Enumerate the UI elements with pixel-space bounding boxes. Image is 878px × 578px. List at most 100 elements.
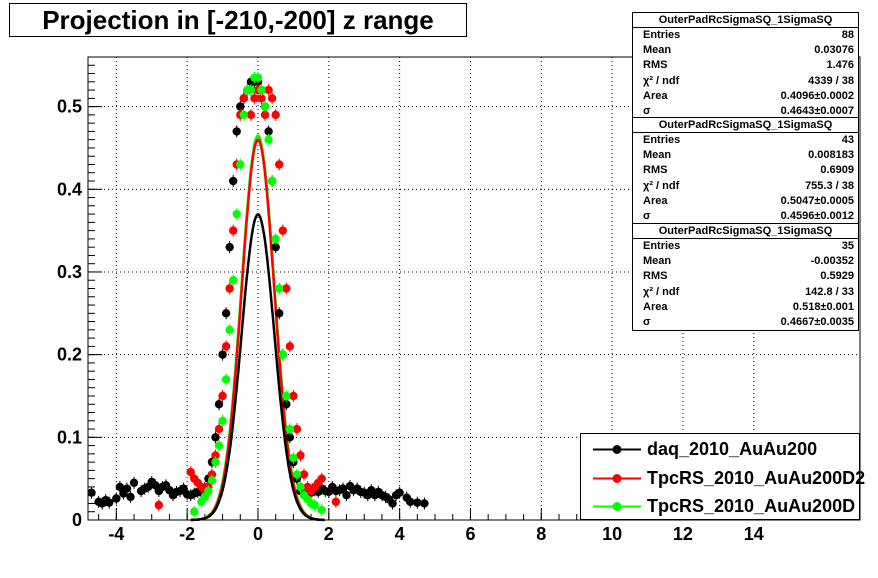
- data-point: [232, 209, 241, 219]
- legend-dot-tpcrs-d: [612, 502, 622, 511]
- x-tick-label: 0: [253, 524, 263, 544]
- stats-box-title: OuterPadRcSigmaSQ_1SigmaSQ: [633, 13, 858, 28]
- stats-row-value: 755.3 / 38: [805, 179, 854, 192]
- stats-row-label: σ: [643, 209, 651, 222]
- data-point: [214, 424, 224, 434]
- data-point: [221, 342, 231, 351]
- stats-box-title: OuterPadRcSigmaSQ_1SigmaSQ: [633, 118, 858, 133]
- stats-row-value: 0.6909: [820, 164, 854, 177]
- data-point: [225, 242, 234, 252]
- data-point: [115, 482, 125, 492]
- data-point: [282, 400, 291, 409]
- stats-row: Mean 0.03076: [633, 43, 858, 58]
- data-point: [271, 110, 280, 120]
- data-point: [218, 416, 227, 425]
- x-tick-label: -2: [179, 524, 195, 544]
- data-point: [186, 467, 195, 477]
- x-tick-label: 14: [744, 524, 764, 544]
- data-point: [257, 94, 266, 103]
- data-point: [112, 494, 121, 503]
- data-point: [154, 500, 164, 510]
- stats-row: Mean 0.008183: [633, 148, 858, 163]
- data-point: [264, 127, 273, 136]
- stats-row-value: 0.518±0.001: [792, 300, 854, 313]
- x-tick-label: 4: [395, 524, 405, 544]
- stats-row-label: RMS: [643, 270, 668, 283]
- stats-row-label: RMS: [643, 59, 668, 72]
- stats-row-value: 1.476: [826, 59, 854, 72]
- data-point: [310, 500, 319, 510]
- fit-curve: [190, 213, 325, 522]
- data-point: [211, 451, 220, 460]
- stats-row-label: σ: [643, 315, 651, 328]
- stats-row: σ 0.4596±0.0012: [633, 209, 858, 224]
- data-point: [236, 102, 245, 111]
- stats-row: Area 0.518±0.001: [633, 300, 858, 315]
- legend-entry-tpcrs-d: TpcRS_2010_AuAu200D: [581, 492, 859, 521]
- x-tick-label: 10: [602, 524, 622, 544]
- data-point: [221, 309, 231, 318]
- data-point: [317, 474, 326, 483]
- stats-row-value: 88: [841, 29, 854, 41]
- data-point: [292, 424, 302, 434]
- stats-row: RMS 0.6909: [633, 163, 858, 178]
- data-point: [214, 400, 224, 409]
- data-point: [317, 505, 326, 515]
- stats-row: χ² / ndf 755.3 / 38: [633, 179, 858, 194]
- data-point: [275, 160, 284, 169]
- data-point: [228, 276, 238, 285]
- stats-box: OuterPadRcSigmaSQ_1SigmaSQ Entries 88 Mean 0…: [632, 12, 859, 121]
- stats-row: χ² / ndf 4339 / 38: [633, 74, 858, 89]
- data-point: [105, 498, 114, 507]
- stats-row-label: Entries: [643, 29, 681, 41]
- data-point: [285, 424, 295, 434]
- legend: daq_2010_AuAu200 TpcRS_2010_AuAu200D2 Tp…: [580, 433, 865, 521]
- data-point: [275, 309, 284, 318]
- stats-row-label: Mean: [643, 44, 672, 57]
- y-tick-label: 0.3: [57, 262, 82, 282]
- y-tick-label: 0: [72, 510, 82, 530]
- stats-row: RMS 1.476: [633, 58, 858, 73]
- stats-row-value: 0.4596±0.0012: [780, 209, 854, 222]
- chart-title: Projection in [-210,-200] z range: [9, 3, 467, 37]
- data-point: [406, 497, 415, 507]
- data-point: [122, 484, 132, 493]
- data-point: [282, 284, 291, 293]
- stats-row-value: 0.4643±0.0007: [780, 104, 854, 117]
- data-point: [420, 499, 429, 508]
- legend-marker-daq: [593, 445, 641, 454]
- stats-row: Entries 35: [633, 239, 858, 254]
- stats-row-value: 0.4096±0.0002: [780, 89, 854, 102]
- data-point: [126, 492, 135, 502]
- legend-label-tpcrs-d2: TpcRS_2010_AuAu200D2: [647, 468, 866, 488]
- stats-row-label: χ² / ndf: [643, 179, 680, 192]
- legend-label-daq: daq_2010_AuAu200: [647, 439, 818, 459]
- data-point: [221, 375, 231, 384]
- stats-row-value: 35: [841, 240, 854, 252]
- x-tick-label: 12: [673, 524, 693, 544]
- stats-row: Area 0.5047±0.0005: [633, 194, 858, 209]
- stats-row-label: Mean: [643, 255, 672, 268]
- legend-dot-tpcrs-d2: [612, 474, 622, 483]
- legend-marker-tpcrs-d2: [593, 474, 641, 483]
- data-point: [204, 486, 213, 496]
- data-point: [207, 476, 217, 485]
- data-point: [285, 342, 295, 351]
- stats-row-label: Area: [643, 194, 668, 207]
- data-point: [190, 507, 199, 516]
- legend-marker-tpcrs-d: [593, 502, 641, 511]
- stats-box: OuterPadRcSigmaSQ_1SigmaSQ Entries 35 Mean -…: [632, 223, 859, 332]
- data-point: [271, 242, 280, 252]
- data-point: [267, 94, 277, 103]
- data-point: [289, 453, 298, 463]
- stats-row-value: 0.03076: [814, 44, 854, 57]
- legend-label-tpcrs-d: TpcRS_2010_AuAu200D: [647, 496, 856, 516]
- stats-row-value: 0.008183: [808, 149, 854, 162]
- data-point: [289, 391, 298, 401]
- y-tick-label: 0.2: [57, 345, 82, 365]
- data-point: [260, 110, 270, 120]
- stats-row-label: Area: [643, 89, 668, 102]
- data-point: [250, 94, 259, 103]
- y-tick-label: 0.5: [57, 97, 82, 117]
- data-point: [225, 284, 234, 293]
